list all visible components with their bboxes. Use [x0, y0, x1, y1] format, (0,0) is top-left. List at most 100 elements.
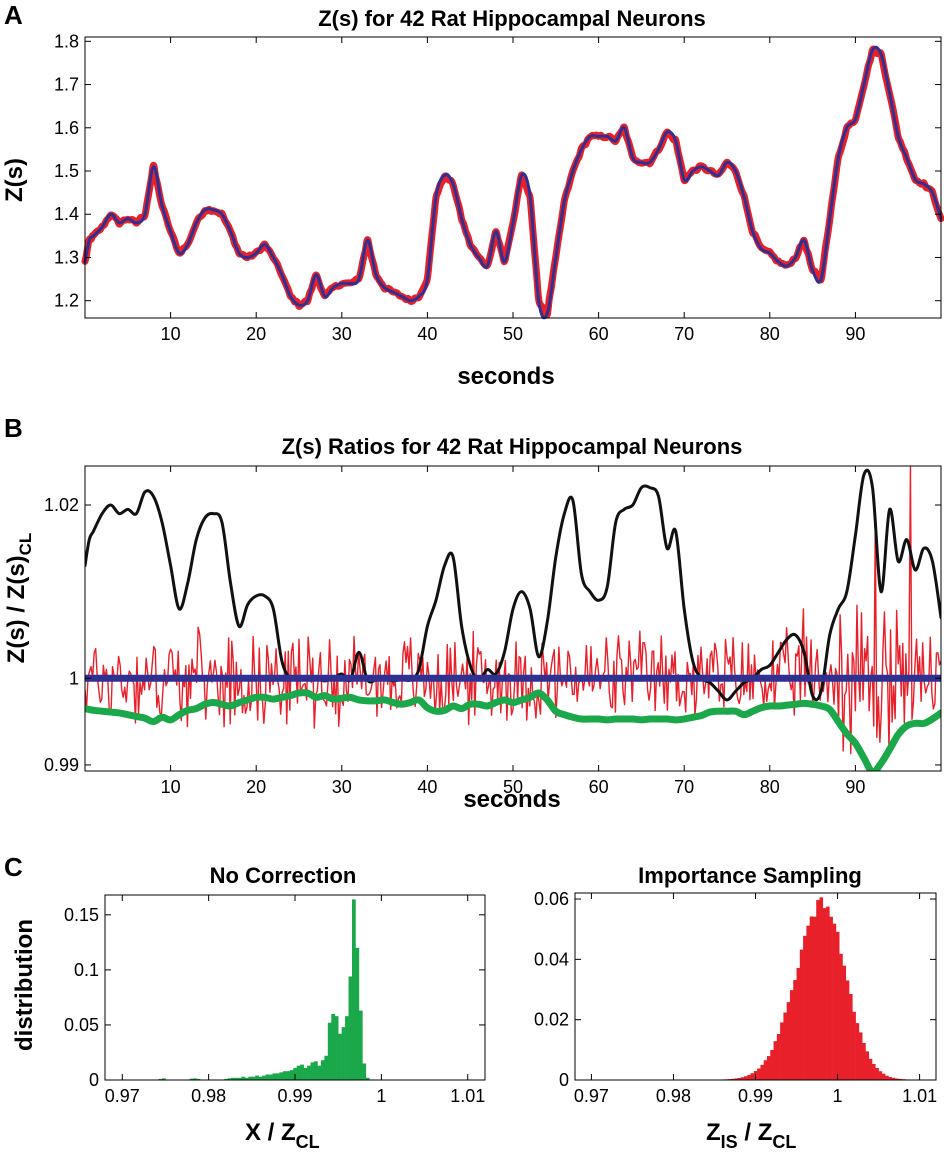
- chart-b-series-line-noisy: [85, 466, 941, 755]
- x-tick-label: 60: [589, 777, 609, 797]
- chart-c-left-bar: [348, 976, 353, 1080]
- x-tick-label: 70: [674, 777, 694, 797]
- chart-c-right-bar: [799, 949, 804, 1080]
- chart-c-left-bar: [265, 1074, 270, 1080]
- y-tick-label: 1.2: [54, 291, 79, 311]
- chart-c-right-bar: [812, 916, 817, 1080]
- y-tick-label: 0.04: [534, 949, 569, 969]
- chart-c-left-bar: [248, 1076, 253, 1080]
- y-tick-label: 1.3: [54, 247, 79, 267]
- chart-b-title: Z(s) Ratios for 42 Rat Hippocampal Neuro…: [282, 434, 743, 459]
- x-tick-label: 80: [760, 324, 780, 344]
- chart-c-right-xlabel-main: Z: [706, 1119, 721, 1146]
- chart-c-left: No Correction 0.97 0.98 0.99 1 1.0100.050.10…: [11, 863, 486, 1152]
- chart-c-right-bar: [734, 1078, 738, 1080]
- x-tick-label: 0.97: [105, 1086, 140, 1106]
- chart-c-right-bar: [786, 1002, 791, 1080]
- x-tick-label: 40: [417, 777, 437, 797]
- x-tick-label: 30: [332, 777, 352, 797]
- chart-c-left-title: No Correction: [210, 863, 357, 888]
- chart-c-right-bar: [747, 1074, 751, 1080]
- chart-c-left-xlabel: X / ZCL: [245, 1119, 320, 1152]
- chart-b-series-group: [85, 466, 941, 771]
- chart-c-right-bar: [793, 980, 797, 1080]
- chart-c-right-bar: [803, 935, 807, 1080]
- x-tick-label: 0.98: [656, 1086, 691, 1106]
- x-tick-label: 1.01: [902, 1086, 937, 1106]
- chart-c-left-plot-area: [158, 899, 370, 1081]
- chart-a-series-line-cl: [83, 45, 943, 320]
- chart-c-right-xlabel-sub2: CL: [772, 1132, 796, 1152]
- chart-c-left-bar: [241, 1076, 246, 1080]
- chart-c-right-bar: [858, 1032, 863, 1080]
- chart-c-right-bar: [780, 1022, 784, 1080]
- chart-c-left-bar: [193, 1078, 197, 1080]
- chart-c-right-bar: [770, 1049, 774, 1080]
- chart-c-left-bar: [334, 1016, 339, 1080]
- chart-c-left-bar: [341, 1027, 346, 1080]
- y-tick-label: 0: [89, 1070, 99, 1090]
- chart-c-right-bar: [881, 1073, 886, 1080]
- chart-c-left-bar: [293, 1067, 298, 1080]
- x-tick-label: 50: [503, 324, 523, 344]
- chart-c-right-bar: [816, 900, 820, 1080]
- x-tick-label: 60: [589, 324, 609, 344]
- x-tick-label: 40: [417, 324, 437, 344]
- chart-c-right: Importance Sampling 0.97 0.98 0.99 1 1.0100.…: [534, 863, 937, 1152]
- chart-c-left-ylabel: distribution: [11, 919, 38, 1051]
- chart-c-right-bar: [744, 1076, 748, 1080]
- chart-b-series-line-importance: [85, 468, 941, 702]
- x-tick-label: 90: [845, 777, 865, 797]
- chart-c-left-bar: [362, 1063, 367, 1080]
- x-tick-label: 0.99: [277, 1086, 312, 1106]
- chart-c-right-bar: [888, 1077, 892, 1080]
- y-tick-label: 1.4: [54, 204, 79, 224]
- chart-c-right-bar: [872, 1063, 876, 1080]
- chart-c-left-bar: [224, 1078, 228, 1080]
- x-tick-label: 10: [161, 324, 181, 344]
- y-tick-label: 0.15: [64, 905, 99, 925]
- chart-c-right-bar: [809, 916, 814, 1080]
- chart-c-right-bar: [832, 923, 837, 1080]
- chart-c-left-bar: [331, 1013, 336, 1080]
- chart-c-left-bar: [269, 1074, 273, 1080]
- x-tick-label: 1.01: [450, 1086, 485, 1106]
- chart-c-right-bar: [852, 1011, 856, 1080]
- chart-c-left-bar: [296, 1065, 301, 1080]
- chart-c-right-bar: [862, 1042, 866, 1080]
- chart-c-left-bar: [300, 1064, 304, 1080]
- y-tick-label: 1.5: [54, 161, 79, 181]
- chart-c-right-bar: [760, 1064, 764, 1080]
- chart-b-ylabel-main: Z(s) / Z(s): [3, 555, 30, 663]
- chart-c-left-xlabel-sub: CL: [296, 1132, 320, 1152]
- x-tick-label: 20: [246, 777, 266, 797]
- chart-c-right-bar: [885, 1075, 889, 1080]
- chart-c-left-bar: [310, 1062, 315, 1080]
- y-tick-label: 0.1: [74, 960, 99, 980]
- chart-c-right-bar: [806, 925, 810, 1080]
- chart-c-left-bar: [258, 1076, 263, 1080]
- chart-c-left-bar: [196, 1078, 201, 1080]
- chart-c-right-bar: [737, 1077, 742, 1080]
- chart-c-left-bar: [307, 1065, 311, 1080]
- chart-c-left-bar: [358, 1010, 363, 1081]
- chart-c-left-bar: [234, 1077, 239, 1080]
- chart-c-right-bar: [891, 1077, 896, 1080]
- chart-c-right-bar: [822, 908, 827, 1080]
- x-tick-label: 80: [760, 777, 780, 797]
- chart-c-right-bar: [740, 1077, 745, 1080]
- chart-c-right-bar: [773, 1041, 778, 1080]
- chart-c-right-bar: [849, 993, 853, 1080]
- chart-c-right-bar: [835, 931, 840, 1080]
- chart-b-ylabel-sub: CL: [16, 533, 35, 556]
- chart-c-right-ticks: 0.97 0.98 0.99 1 1.01 0 0.02 0.04 0.06: [534, 889, 937, 1106]
- chart-c-right-bar: [796, 967, 801, 1080]
- chart-c-left-bar: [231, 1077, 235, 1080]
- chart-c-right-bar: [878, 1071, 883, 1080]
- chart-a-title: Z(s) for 42 Rat Hippocampal Neurons: [318, 6, 706, 31]
- chart-c-left-bar: [272, 1073, 277, 1080]
- chart-c-left-bar: [345, 1016, 349, 1080]
- chart-c-left-bar: [352, 899, 356, 1080]
- chart-c-left-bar: [289, 1070, 294, 1080]
